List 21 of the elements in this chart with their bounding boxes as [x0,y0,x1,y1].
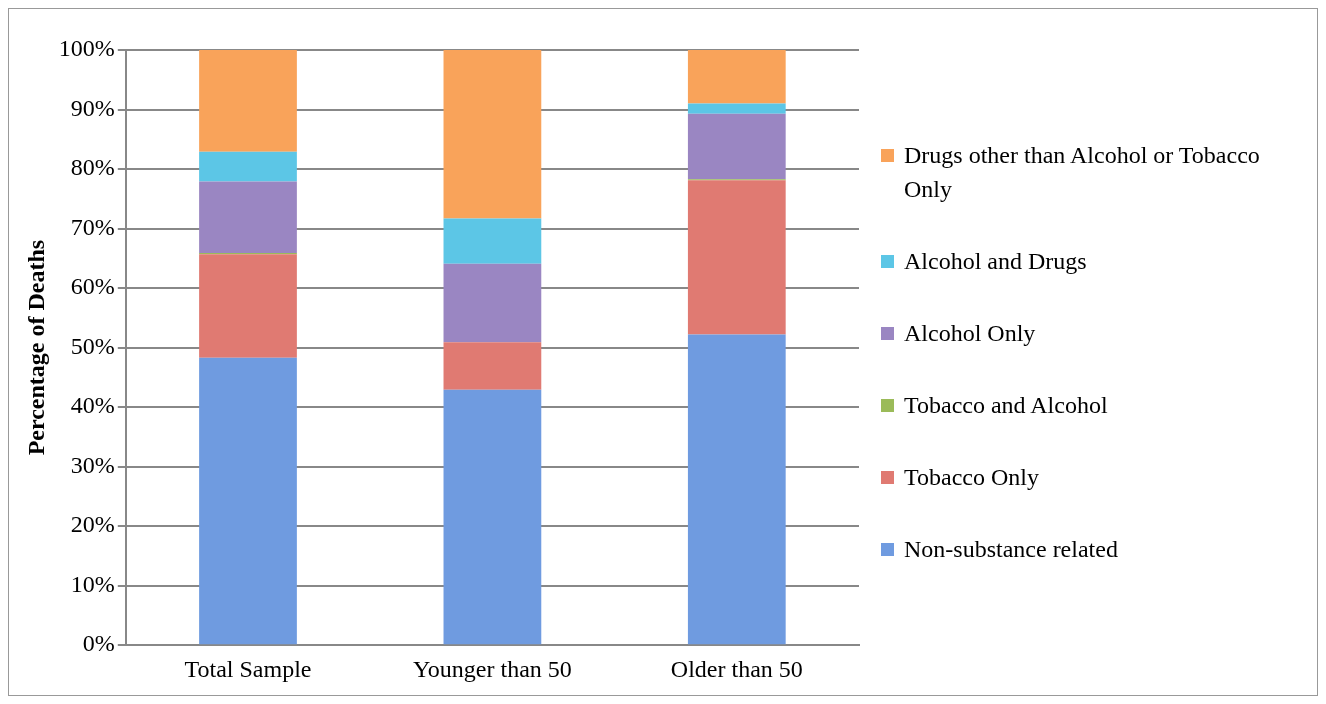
y-tick-label: 60% [70,273,115,300]
y-tick-label: 70% [70,213,115,240]
legend-label: Alcohol Only [904,319,1037,348]
x-tick-label: Younger than 50 [412,655,572,682]
y-axis-title: Percentage of Deaths [22,239,49,456]
y-tick-label: 80% [70,154,115,181]
y-tick-label: 20% [70,511,115,538]
legend-label: Alcohol and Drugs [904,247,1088,276]
legend-label: Non-substance related [904,535,1119,564]
legend-label: Tobacco and Alcohol [904,391,1109,420]
y-tick-label: 10% [70,570,115,597]
y-tick-label: 30% [70,451,115,478]
x-tick-label: Older than 50 [670,655,803,682]
y-tick-label: 50% [70,332,115,359]
legend-label: Tobacco Only [904,463,1040,492]
y-tick-label: 40% [70,392,115,419]
legend-label: Drugs other than Alcohol or Tobacco Only [904,141,1261,204]
x-tick-label: Total Sample [184,655,312,682]
y-tick-label: 100% [58,35,115,62]
y-tick-label: 90% [70,94,115,121]
y-tick-label: 0% [82,630,115,657]
